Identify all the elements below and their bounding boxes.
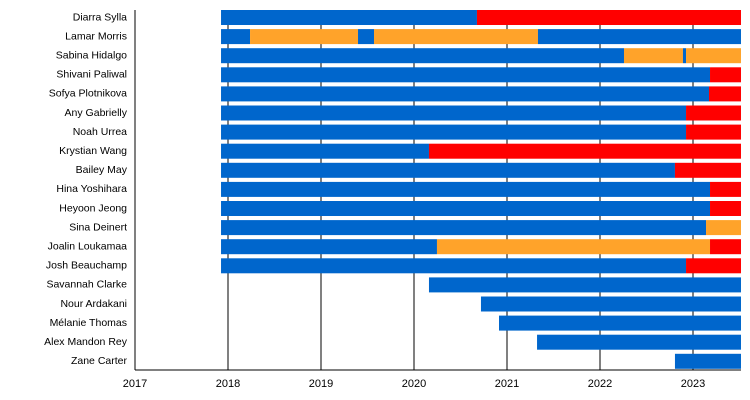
bar-segment-blue [537,29,741,45]
row-label: Diarra Sylla [73,11,127,23]
bar-segment-blue [682,48,687,64]
x-tick-label: 2020 [402,378,426,390]
row-label: Josh Beauchamp [46,260,127,272]
row-label: Alex Mandon Rey [44,336,128,348]
bar-segment-blue [221,258,687,274]
row-label: Any Gabrielly [65,107,128,119]
bar-segment-blue [358,29,375,45]
row-label: Nour Ardakani [60,298,127,310]
row-label: Krystian Wang [59,145,127,157]
x-tick-label: 2023 [681,378,705,390]
bar-segment-red [428,143,741,159]
bar-segment-orange [686,48,741,64]
axes: 2017 2018 2019 2020 2021 2022 2023 [123,10,741,390]
row-label: Bailey May [76,164,128,176]
bar-segment-orange [623,48,683,64]
bar-segment-orange [374,29,538,45]
bar-segment-blue [480,296,741,312]
bar-segment-red [674,162,741,178]
bar-segment-blue [221,201,711,216]
row-label: Mélanie Thomas [50,317,127,329]
bar-segment-red [710,67,741,83]
bar-segment-blue [499,315,741,331]
row-label: Sabina Hidalgo [56,49,127,61]
bar-segment-red [686,105,741,121]
row-label: Joalin Loukamaa [48,240,128,252]
row-label: Sina Deinert [69,221,127,233]
bar-segment-red [686,258,741,274]
bar-segment-blue [221,143,429,159]
bar-segment-red [476,10,741,25]
bar-segment-blue [221,86,709,102]
x-tick-label: 2019 [309,378,333,390]
bar-segment-blue [221,124,687,140]
row-labels: Diarra Sylla Lamar Morris Sabina Hidalgo Sh… [44,11,128,367]
bar-segment-blue [674,353,741,369]
row-label: Heyoon Jeong [59,202,127,214]
row-label: Zane Carter [71,355,128,367]
row-label: Lamar Morris [65,30,127,42]
x-tick-label: 2022 [588,378,612,390]
bar-segment-blue [428,277,741,293]
bars [221,10,741,369]
bar-segment-blue [221,220,707,236]
bar-segment-red [710,239,741,255]
bar-segment-red [710,181,741,197]
bar-segment-red [686,124,741,140]
bar-segment-blue [221,181,711,197]
bar-segment-blue [537,334,741,350]
x-tick-label: 2021 [495,378,519,390]
bar-segment-orange [436,239,711,255]
bar-segment-blue [221,29,251,45]
bar-segment-orange [706,220,741,236]
row-label: Shivani Paliwal [56,69,127,81]
row-label: Hina Yoshihara [56,183,127,195]
bar-segment-blue [221,239,437,255]
row-label: Noah Urrea [73,126,127,138]
bar-segment-blue [221,105,687,121]
x-tick-label: 2017 [123,378,147,390]
bar-segment-blue [221,67,711,83]
x-tick-label: 2018 [216,378,240,390]
bar-segment-orange [250,29,359,45]
bar-segment-red [708,86,741,102]
bar-segment-red [710,201,741,216]
bar-segment-blue [221,162,675,178]
bar-segment-blue [221,10,477,25]
row-label: Sofya Plotnikova [49,88,127,100]
row-label: Savannah Clarke [46,279,127,291]
bar-segment-blue [221,48,624,64]
